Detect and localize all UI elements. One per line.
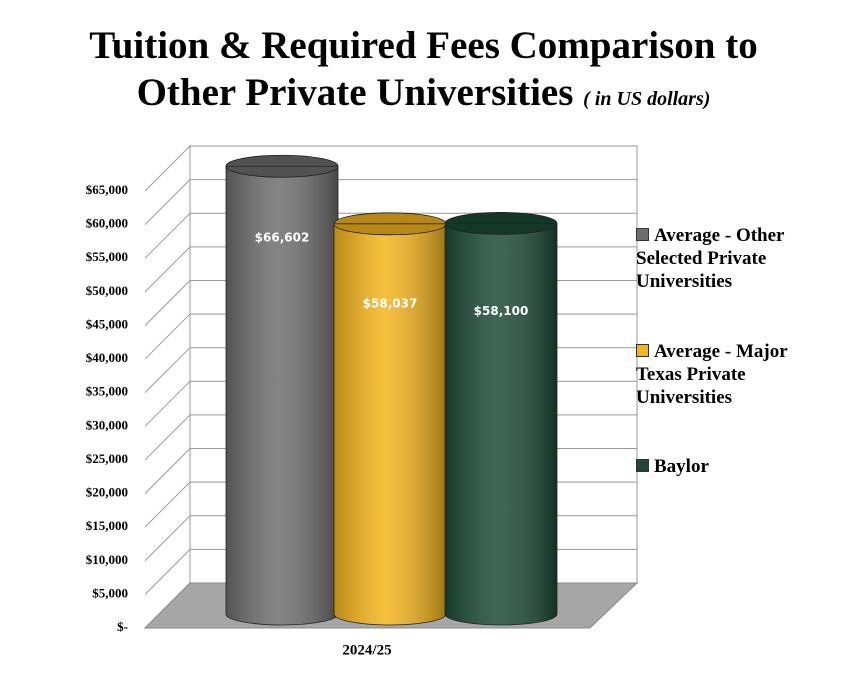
y-tick-label: $45,000 xyxy=(86,316,128,331)
grid-line xyxy=(144,145,637,192)
bar-shading xyxy=(445,223,557,626)
data-label: $66,602 xyxy=(255,231,310,245)
y-tick-label: $20,000 xyxy=(86,485,128,500)
bar-outline xyxy=(444,222,558,626)
legend-entry: Average - Other Selected Private Univers… xyxy=(636,224,826,293)
bar-outline xyxy=(333,223,447,626)
y-tick-label: $5,000 xyxy=(92,585,128,600)
grid-line xyxy=(144,179,637,225)
legend-entry: Average - Major Texas Private Universiti… xyxy=(636,340,826,409)
legend-swatch xyxy=(636,344,649,357)
bar-shading xyxy=(226,166,338,626)
y-tick-label: $- xyxy=(117,619,128,634)
y-tick-label: $50,000 xyxy=(86,283,128,298)
legend-swatch xyxy=(636,459,649,472)
y-tick-label: $30,000 xyxy=(86,417,128,432)
y-tick-label: $60,000 xyxy=(86,216,128,231)
chart-subtitle: ( in US dollars) xyxy=(583,88,711,110)
title-text: Tuition & Required Fees Comparison to Ot… xyxy=(59,22,789,123)
y-tick-label: $55,000 xyxy=(86,249,128,264)
legend-label: Average - Other Selected Private Univers… xyxy=(636,225,785,292)
bar-shading xyxy=(334,223,446,625)
legend-label: Baylor xyxy=(654,456,709,477)
chart-title: Tuition & Required Fees Comparison to Ot… xyxy=(89,24,758,114)
y-tick-label: $10,000 xyxy=(86,552,128,567)
legend-swatch xyxy=(636,228,649,241)
x-tick-label: 2024/25 xyxy=(342,642,391,658)
data-label: $58,037 xyxy=(363,296,418,310)
legend-label: Average - Major Texas Private Universiti… xyxy=(636,341,788,408)
y-tick-label: $65,000 xyxy=(86,182,128,197)
data-label: $58,100 xyxy=(474,304,529,318)
y-tick-label: $35,000 xyxy=(86,384,128,399)
legend-entry: Baylor xyxy=(636,455,826,478)
title-block: Tuition & Required Fees Comparison to Ot… xyxy=(0,22,847,123)
y-tick-label: $40,000 xyxy=(86,350,128,365)
y-tick-label: $25,000 xyxy=(86,451,128,466)
y-tick-label: $15,000 xyxy=(86,518,128,533)
